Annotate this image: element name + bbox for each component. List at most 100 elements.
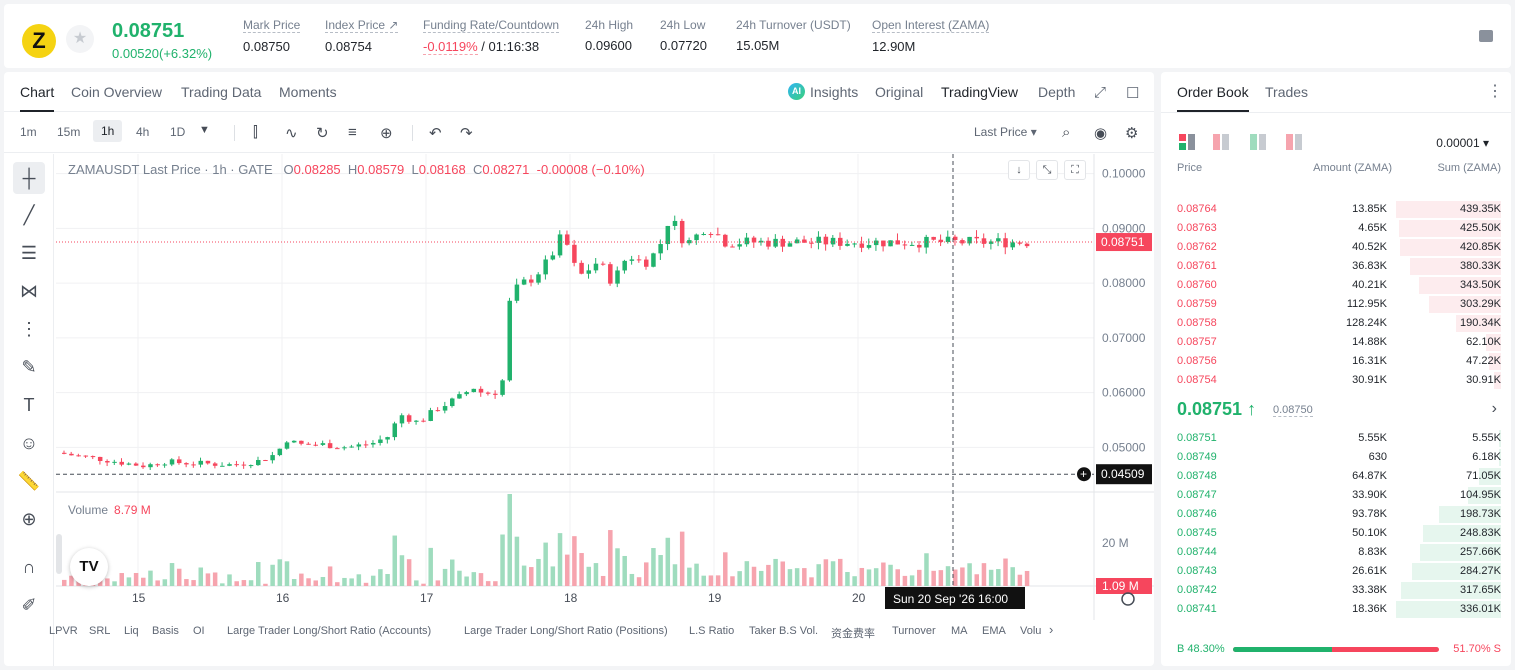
bid-row[interactable]: 0.08748 64.87K 71.05K [1161, 467, 1511, 486]
stat-mark-price[interactable]: Mark Price 0.08750 [243, 18, 301, 54]
bid-row[interactable]: 0.08751 5.55K 5.55K [1161, 429, 1511, 448]
indicator-lt-accounts[interactable]: Large Trader Long/Short Ratio (Accounts) [227, 625, 432, 637]
view-depth[interactable]: Depth [1038, 84, 1076, 100]
trendline-icon[interactable]: ╱ [23, 205, 35, 225]
bid-row[interactable]: 0.08742 33.38K 317.65K [1161, 581, 1511, 600]
volume-bar [651, 548, 656, 586]
indicator-lpvr[interactable]: LPVR [49, 625, 78, 637]
stat-open-interest[interactable]: Open Interest (ZAMA) 12.90M [872, 18, 990, 54]
tab-moments[interactable]: Moments [279, 84, 337, 100]
bid-row[interactable]: 0.08749 630 6.18K [1161, 448, 1511, 467]
ask-row[interactable]: 0.08757 14.88K 62.10K [1161, 333, 1511, 352]
indicator-srl[interactable]: SRL [89, 625, 111, 637]
timeframe-1m[interactable]: 1m [20, 125, 37, 139]
indicator-turnover[interactable]: Turnover [892, 625, 936, 637]
view-bids-icon[interactable] [1250, 134, 1268, 150]
search-icon[interactable]: ⌕ [1062, 124, 1071, 141]
view-asks-icon[interactable] [1213, 134, 1231, 150]
indicator-basis[interactable]: Basis [152, 625, 179, 637]
bid-row[interactable]: 0.08743 26.61K 284.27K [1161, 562, 1511, 581]
more-vertical-icon[interactable]: ⋮ [1487, 83, 1503, 100]
undo-icon[interactable]: ↶ [429, 125, 442, 142]
indicator-ls-ratio[interactable]: L.S Ratio [689, 625, 735, 637]
timeframe-1h[interactable]: 1h [93, 120, 123, 142]
settings-gear-icon[interactable]: ⚙ [1125, 125, 1139, 142]
indicator-lt-positions[interactable]: Large Trader Long/Short Ratio (Positions… [464, 625, 668, 637]
tradingview-logo[interactable]: TV [70, 548, 108, 586]
ruler-icon[interactable]: 📏 [17, 471, 41, 491]
fib-icon[interactable]: ⋮ [20, 319, 38, 339]
bid-row[interactable]: 0.08744 8.83K 257.66K [1161, 543, 1511, 562]
chevron-right-icon[interactable]: › [1049, 622, 1054, 637]
templates-icon[interactable]: ≡ [348, 124, 357, 141]
volume-bar [457, 570, 462, 586]
text-tool-icon[interactable]: T [23, 395, 35, 415]
tab-chart[interactable]: Chart [20, 84, 55, 112]
ask-sum: 30.91K [1466, 374, 1501, 386]
candle-type-icon[interactable]: ⫿ [253, 124, 258, 141]
collapse-icon[interactable]: ⤡ [1036, 160, 1058, 180]
bid-row[interactable]: 0.08741 18.36K 336.01K [1161, 600, 1511, 619]
magnet-icon[interactable]: ∩ [22, 557, 36, 577]
expand-icon[interactable]: ⤢ [1094, 84, 1107, 101]
book-icon[interactable] [1479, 30, 1493, 42]
view-both-icon[interactable] [1179, 134, 1197, 150]
ask-row[interactable]: 0.08756 16.31K 47.22K [1161, 352, 1511, 371]
alert-add-icon[interactable]: ⊕ [380, 125, 393, 142]
candle-body [299, 440, 304, 444]
indicator-taker-vol[interactable]: Taker B.S Vol. [749, 625, 819, 637]
favorite-star-icon[interactable]: ★ [66, 25, 94, 53]
indicator-liq[interactable]: Liq [124, 625, 139, 637]
view-depth-icon[interactable] [1286, 134, 1304, 150]
indicators-icon[interactable]: ∿ [285, 125, 298, 142]
price-type-select[interactable]: Last Price ▾ [974, 125, 1037, 139]
ask-row[interactable]: 0.08763 4.65K 425.50K [1161, 219, 1511, 238]
tab-trades[interactable]: Trades [1265, 84, 1309, 100]
indicator-oi[interactable]: OI [193, 625, 205, 637]
indicator-funding[interactable]: 资金费率 [831, 628, 875, 640]
window-icon[interactable]: ☐ [1126, 85, 1140, 102]
scroll-down-icon[interactable]: ↓ [1008, 160, 1030, 180]
tab-trading-data[interactable]: Trading Data [181, 84, 262, 100]
timeframe-dropdown-icon[interactable]: ▼ [199, 124, 210, 136]
timeframe-1d[interactable]: 1D [170, 125, 186, 139]
view-insights[interactable]: Insights [810, 84, 859, 100]
view-tradingview[interactable]: TradingView [941, 84, 1019, 100]
ask-row[interactable]: 0.08761 36.83K 380.33K [1161, 257, 1511, 276]
ask-row[interactable]: 0.08759 112.95K 303.29K [1161, 295, 1511, 314]
camera-icon[interactable]: ◉ [1094, 125, 1108, 142]
fullscreen-icon[interactable]: ⛶ [1064, 160, 1086, 180]
bid-row[interactable]: 0.08747 33.90K 104.95K [1161, 486, 1511, 505]
timeframe-15m[interactable]: 15m [57, 125, 81, 139]
ask-row[interactable]: 0.08754 30.91K 30.91K [1161, 371, 1511, 390]
emoji-icon[interactable]: ☺ [19, 433, 39, 453]
compare-icon[interactable]: ↻ [316, 125, 329, 142]
ask-row[interactable]: 0.08764 13.85K 439.35K [1161, 200, 1511, 219]
ask-row[interactable]: 0.08760 40.21K 343.50K [1161, 276, 1511, 295]
indicator-ema[interactable]: EMA [982, 625, 1006, 637]
bid-amount: 26.61K [1352, 565, 1387, 577]
view-original[interactable]: Original [875, 84, 924, 100]
crosshair-icon[interactable]: ┼ [13, 162, 45, 194]
ask-row[interactable]: 0.08762 40.52K 420.85K [1161, 238, 1511, 257]
horizontal-lines-icon[interactable]: ☰ [20, 243, 38, 263]
indicator-volume[interactable]: Volu [1020, 625, 1042, 637]
precision-select[interactable]: 0.00001 ▾ [1436, 136, 1489, 150]
lock-draw-icon[interactable]: ✐ [21, 595, 37, 615]
pattern-icon[interactable]: ⋈ [20, 281, 38, 301]
stat-index-price[interactable]: Index Price ↗ 0.08754 [325, 18, 399, 54]
brush-icon[interactable]: ✎ [21, 357, 37, 377]
tab-order-book[interactable]: Order Book [1177, 84, 1249, 112]
indicator-ma[interactable]: MA [951, 625, 968, 637]
bid-row[interactable]: 0.08745 50.10K 248.83K [1161, 524, 1511, 543]
zoom-in-icon[interactable]: ⊕ [21, 509, 37, 529]
redo-icon[interactable]: ↷ [460, 125, 473, 142]
ask-row[interactable]: 0.08758 128.24K 190.34K [1161, 314, 1511, 333]
bid-row[interactable]: 0.08746 93.78K 198.73K [1161, 505, 1511, 524]
candlestick-chart[interactable]: 0.10000 0.09000 0.08000 0.07000 0.06000 0.050… [56, 154, 1154, 620]
timeframe-4h[interactable]: 4h [136, 125, 150, 139]
chevron-right-icon[interactable]: › [1491, 400, 1497, 417]
stat-funding-rate[interactable]: Funding Rate/Countdown -0.0119% / 01:16:… [423, 18, 560, 55]
candle-body [320, 443, 326, 445]
tab-coin-overview[interactable]: Coin Overview [71, 84, 163, 100]
